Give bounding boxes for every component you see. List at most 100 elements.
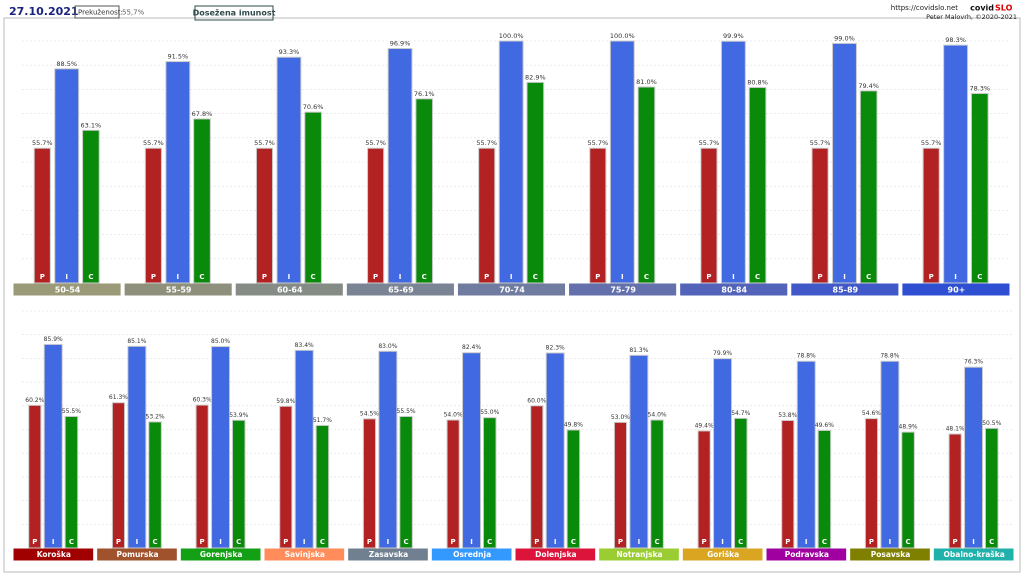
series-letter: P bbox=[534, 538, 539, 546]
series-letter: I bbox=[805, 538, 808, 546]
bar bbox=[231, 419, 246, 549]
value-label: 67.8% bbox=[192, 110, 213, 118]
value-label: 83.4% bbox=[295, 342, 314, 349]
bar bbox=[943, 44, 969, 284]
series-letter: C bbox=[69, 538, 74, 546]
frame bbox=[3, 17, 1021, 573]
bar bbox=[901, 431, 915, 549]
value-label: 55.7% bbox=[810, 139, 831, 147]
series-letter: C bbox=[905, 538, 910, 546]
bar bbox=[637, 86, 656, 284]
bar bbox=[589, 147, 607, 284]
category-label: Podravska bbox=[785, 550, 829, 559]
series-letter: I bbox=[387, 538, 390, 546]
brand-slo: SLO bbox=[995, 4, 1013, 13]
value-label: 85.1% bbox=[127, 338, 146, 345]
bar bbox=[193, 118, 211, 284]
value-label: 100.0% bbox=[610, 32, 635, 40]
bar bbox=[399, 415, 413, 549]
value-label: 76.1% bbox=[414, 90, 435, 98]
series-letter: C bbox=[644, 273, 649, 281]
series-letter: I bbox=[65, 273, 68, 281]
category-label: 70-74 bbox=[499, 286, 525, 295]
series-letter: I bbox=[732, 273, 735, 281]
value-label: 55.7% bbox=[143, 139, 164, 147]
category-label: 60-64 bbox=[277, 286, 303, 295]
value-label: 78.3% bbox=[969, 85, 990, 93]
bar bbox=[279, 405, 293, 549]
series-letter: C bbox=[977, 273, 982, 281]
bar bbox=[733, 417, 748, 549]
bar bbox=[526, 81, 545, 284]
bar bbox=[864, 418, 879, 549]
bar bbox=[948, 433, 962, 549]
bar bbox=[922, 147, 940, 284]
value-label: 61.3% bbox=[109, 394, 128, 401]
bar bbox=[415, 98, 434, 284]
value-label: 55.7% bbox=[699, 139, 720, 147]
category-label: Notranjska bbox=[616, 550, 662, 559]
bar bbox=[82, 129, 100, 284]
series-letter: C bbox=[755, 273, 760, 281]
value-label: 50.5% bbox=[982, 420, 1001, 427]
bar bbox=[195, 404, 209, 549]
value-label: 59.8% bbox=[276, 398, 295, 405]
value-label: 93.3% bbox=[279, 48, 300, 56]
bar bbox=[832, 42, 857, 284]
series-letter: P bbox=[283, 538, 288, 546]
category-label: 50-54 bbox=[55, 286, 81, 295]
value-label: 53.8% bbox=[778, 412, 797, 419]
series-letter: C bbox=[571, 538, 576, 546]
value-label: 82.3% bbox=[546, 344, 565, 351]
value-label: 48.1% bbox=[946, 426, 965, 433]
value-label: 82.4% bbox=[462, 344, 481, 351]
series-letter: C bbox=[236, 538, 241, 546]
series-letter: I bbox=[889, 538, 892, 546]
value-label: 91.5% bbox=[168, 53, 189, 61]
value-label: 81.3% bbox=[629, 347, 648, 354]
bar bbox=[720, 40, 746, 284]
value-label: 51.7% bbox=[313, 417, 332, 424]
value-label: 80.8% bbox=[747, 78, 768, 86]
value-label: 79.4% bbox=[858, 82, 879, 90]
series-letter: P bbox=[702, 538, 707, 546]
series-letter: P bbox=[953, 538, 958, 546]
value-label: 53.2% bbox=[146, 413, 165, 420]
series-letter: I bbox=[177, 273, 180, 281]
bar bbox=[378, 350, 398, 549]
category-label: Pomurska bbox=[116, 550, 158, 559]
value-label: 60.0% bbox=[527, 397, 546, 404]
series-letter: P bbox=[200, 538, 205, 546]
category-label: Osrednja bbox=[453, 550, 491, 559]
series-letter: P bbox=[785, 538, 790, 546]
value-label: 96.9% bbox=[390, 40, 411, 48]
value-label: 55.7% bbox=[921, 139, 942, 147]
credit: Peter Malovrh, ©2020-2021 bbox=[926, 13, 1017, 21]
value-label: 100.0% bbox=[499, 32, 524, 40]
bar bbox=[43, 343, 63, 549]
bar bbox=[650, 419, 664, 549]
value-label: 78.8% bbox=[797, 353, 816, 360]
series-letter: C bbox=[199, 273, 204, 281]
value-label: 76.3% bbox=[964, 359, 983, 366]
infection-box bbox=[74, 5, 120, 19]
series-letter: I bbox=[510, 273, 513, 281]
series-letter: I bbox=[621, 273, 624, 281]
category-label: Goriška bbox=[707, 550, 739, 559]
bar bbox=[970, 93, 989, 284]
value-label: 55.7% bbox=[588, 139, 609, 147]
series-letter: I bbox=[399, 273, 402, 281]
value-label: 85.0% bbox=[211, 338, 230, 345]
value-label: 48.9% bbox=[899, 424, 918, 431]
value-label: 55.5% bbox=[62, 408, 81, 415]
series-letter: C bbox=[152, 538, 157, 546]
series-letter: C bbox=[738, 538, 743, 546]
series-letter: P bbox=[869, 538, 874, 546]
bar bbox=[498, 40, 524, 284]
value-label: 55.7% bbox=[365, 139, 386, 147]
bar bbox=[315, 424, 330, 549]
value-label: 81.0% bbox=[636, 78, 657, 86]
series-letter: I bbox=[52, 538, 55, 546]
value-label: 78.8% bbox=[880, 353, 899, 360]
